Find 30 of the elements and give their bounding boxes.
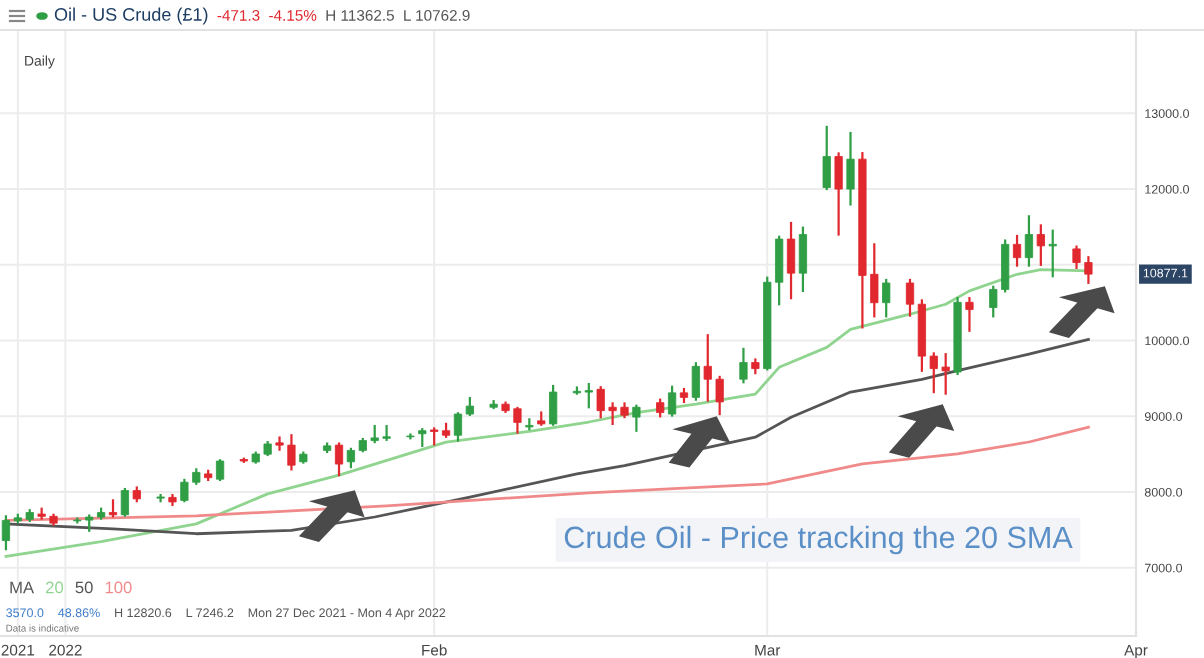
candlestick — [905, 278, 915, 317]
candlestick — [549, 384, 558, 426]
legend-title: MA — [10, 581, 35, 594]
candlestick — [1, 515, 11, 551]
chart-title: Oil - US Crude (£1) — [54, 7, 208, 25]
candlestick — [334, 442, 344, 477]
series-label: 20 — [46, 581, 64, 594]
candlestick — [739, 347, 748, 384]
candlestick — [882, 278, 891, 318]
candlestick — [798, 226, 808, 292]
candlestick — [453, 412, 463, 442]
candlestick — [786, 221, 796, 300]
candlestick — [822, 125, 831, 191]
candlestick — [1024, 215, 1034, 267]
candlestick — [120, 487, 130, 517]
candlestick — [156, 493, 165, 503]
text: 50 — [75, 581, 93, 594]
candlestick — [965, 297, 974, 332]
candlestick — [632, 404, 641, 432]
candlestick — [406, 433, 415, 440]
candlestick — [1036, 224, 1045, 266]
candlestick — [846, 131, 855, 206]
candlestick — [691, 362, 700, 401]
candlestick — [1048, 229, 1057, 278]
text: 100 — [105, 581, 132, 594]
candlestick — [834, 152, 843, 236]
candlestick — [667, 385, 677, 417]
candlestick — [215, 459, 225, 482]
candlestick — [1012, 234, 1022, 267]
annotation: Crude Oil - Price tracking the 20 SMA — [564, 525, 1073, 555]
